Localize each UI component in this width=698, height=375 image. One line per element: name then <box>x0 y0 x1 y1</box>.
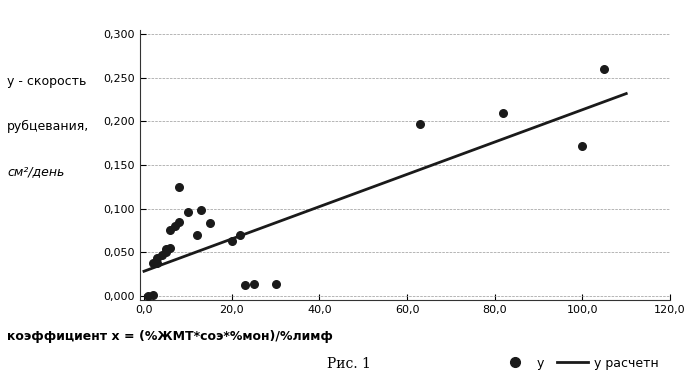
Point <box>161 249 172 255</box>
Point <box>174 219 185 225</box>
Text: Рис. 1: Рис. 1 <box>327 357 371 371</box>
Point <box>195 207 207 213</box>
Text: коэффициент х = (%ЖМТ*соэ*%мон)/%лимф: коэффициент х = (%ЖМТ*соэ*%мон)/%лимф <box>7 330 333 343</box>
Point <box>151 255 163 261</box>
Point <box>143 292 154 298</box>
Legend: у, у расчетн: у, у расчетн <box>494 352 664 375</box>
Point <box>174 184 185 190</box>
Point <box>248 281 259 287</box>
Point <box>235 232 246 238</box>
Text: у - скорость: у - скорость <box>7 75 87 88</box>
Point <box>270 281 281 287</box>
Point <box>239 282 251 288</box>
Point <box>415 121 426 127</box>
Text: рубцевания,: рубцевания, <box>7 120 89 133</box>
Point <box>151 260 163 266</box>
Point <box>165 227 176 233</box>
Point <box>147 292 158 298</box>
Point <box>182 209 193 215</box>
Point <box>577 143 588 149</box>
Point <box>169 223 180 229</box>
Point <box>165 245 176 251</box>
Point <box>226 238 237 244</box>
Point <box>161 246 172 252</box>
Point <box>204 220 215 226</box>
Point <box>156 252 167 258</box>
Point <box>147 260 158 266</box>
Text: см²/день: см²/день <box>7 165 64 178</box>
Point <box>599 66 610 72</box>
Point <box>191 232 202 238</box>
Point <box>498 110 509 116</box>
